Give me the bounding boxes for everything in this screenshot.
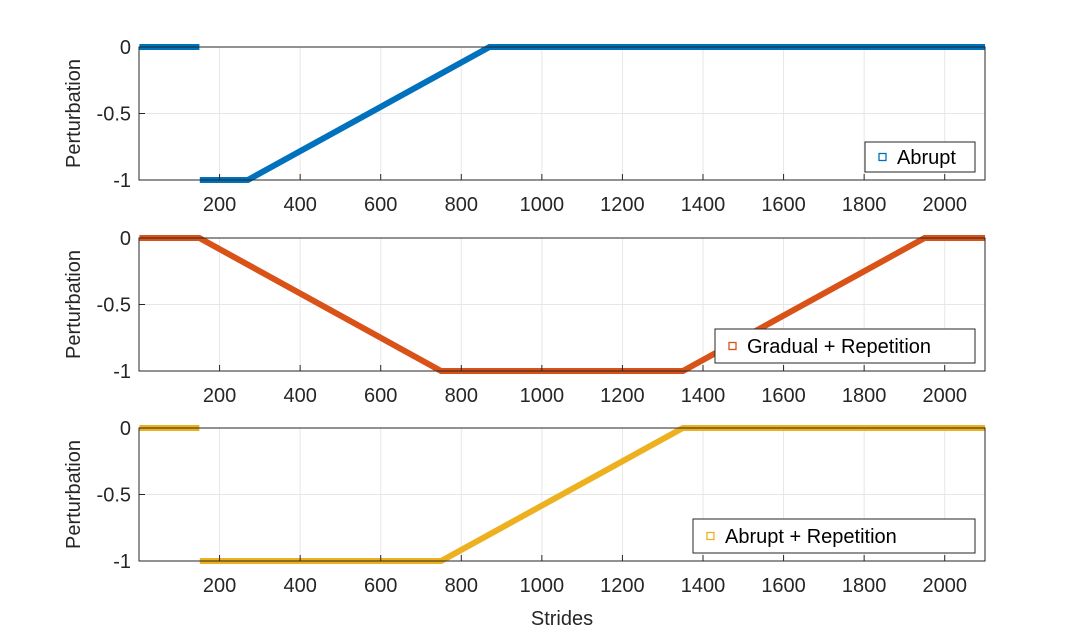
legend-box bbox=[864, 141, 976, 173]
x-tick-label: 1800 bbox=[842, 385, 887, 407]
x-tick-label: 1200 bbox=[600, 194, 645, 216]
legend-marker bbox=[728, 341, 737, 351]
legend-box bbox=[714, 328, 976, 364]
x-tick-label: 1000 bbox=[520, 575, 565, 597]
legend: Abrupt + Repetition bbox=[692, 518, 976, 554]
legend-label: Gradual + Repetition bbox=[747, 336, 931, 358]
x-tick-label: 200 bbox=[203, 575, 236, 597]
y-tick-label: 0 bbox=[120, 228, 131, 250]
legend: Abrupt bbox=[864, 141, 976, 173]
x-tick-label: 400 bbox=[283, 385, 316, 407]
x-tick-label: 1600 bbox=[761, 385, 806, 407]
x-tick-label: 800 bbox=[445, 194, 478, 216]
y-axis-label: Perturbation bbox=[63, 440, 85, 549]
legend-label: Abrupt bbox=[897, 147, 956, 169]
x-tick-label: 800 bbox=[445, 575, 478, 597]
legend: Gradual + Repetition bbox=[714, 328, 976, 364]
x-tick-label: 1400 bbox=[681, 194, 726, 216]
x-tick-label: 1800 bbox=[842, 575, 887, 597]
x-tick-label: 800 bbox=[445, 385, 478, 407]
x-tick-label: 1600 bbox=[761, 575, 806, 597]
x-tick-label: 1600 bbox=[761, 194, 806, 216]
panel-1: 200 400 600 800 1000 1200 1400 1600 1800 2000 0 -0.… bbox=[63, 37, 986, 216]
y-tick-label: -1 bbox=[113, 551, 131, 573]
y-tick-label: 0 bbox=[120, 418, 131, 440]
legend-marker bbox=[706, 531, 715, 541]
legend-marker bbox=[878, 152, 887, 162]
x-tick-label: 2000 bbox=[922, 194, 967, 216]
legend-box bbox=[692, 518, 976, 554]
x-tick-label: 200 bbox=[203, 194, 236, 216]
legend-label: Abrupt + Repetition bbox=[725, 526, 897, 548]
panel-2: 200 400 600 800 1000 1200 1400 1600 1800 2000 0 -0.… bbox=[63, 228, 986, 407]
x-tick-label: 1400 bbox=[681, 575, 726, 597]
y-tick-label: -0.5 bbox=[97, 104, 131, 126]
panel-3: 200 400 600 800 1000 1200 1400 1600 1800 2000 0 -0.… bbox=[63, 418, 986, 630]
x-axis-label: Strides bbox=[531, 608, 593, 630]
y-axis-label: Perturbation bbox=[63, 59, 85, 168]
x-tick-label: 1200 bbox=[600, 385, 645, 407]
x-tick-label: 1800 bbox=[842, 194, 887, 216]
x-tick-label: 400 bbox=[283, 194, 316, 216]
y-tick-label: 0 bbox=[120, 37, 131, 59]
y-axis-label: Perturbation bbox=[63, 250, 85, 359]
x-tick-label: 2000 bbox=[922, 575, 967, 597]
x-tick-label: 1000 bbox=[520, 194, 565, 216]
x-tick-label: 600 bbox=[364, 385, 397, 407]
y-tick-label: -0.5 bbox=[97, 485, 131, 507]
y-tick-label: -1 bbox=[113, 361, 131, 383]
x-tick-label: 1200 bbox=[600, 575, 645, 597]
x-tick-label: 1400 bbox=[681, 385, 726, 407]
x-tick-label: 600 bbox=[364, 575, 397, 597]
x-tick-label: 1000 bbox=[520, 385, 565, 407]
y-tick-label: -1 bbox=[113, 170, 131, 192]
y-tick-label: -0.5 bbox=[97, 295, 131, 317]
x-tick-label: 200 bbox=[203, 385, 236, 407]
x-tick-label: 400 bbox=[283, 575, 316, 597]
x-tick-label: 2000 bbox=[922, 385, 967, 407]
x-tick-label: 600 bbox=[364, 194, 397, 216]
